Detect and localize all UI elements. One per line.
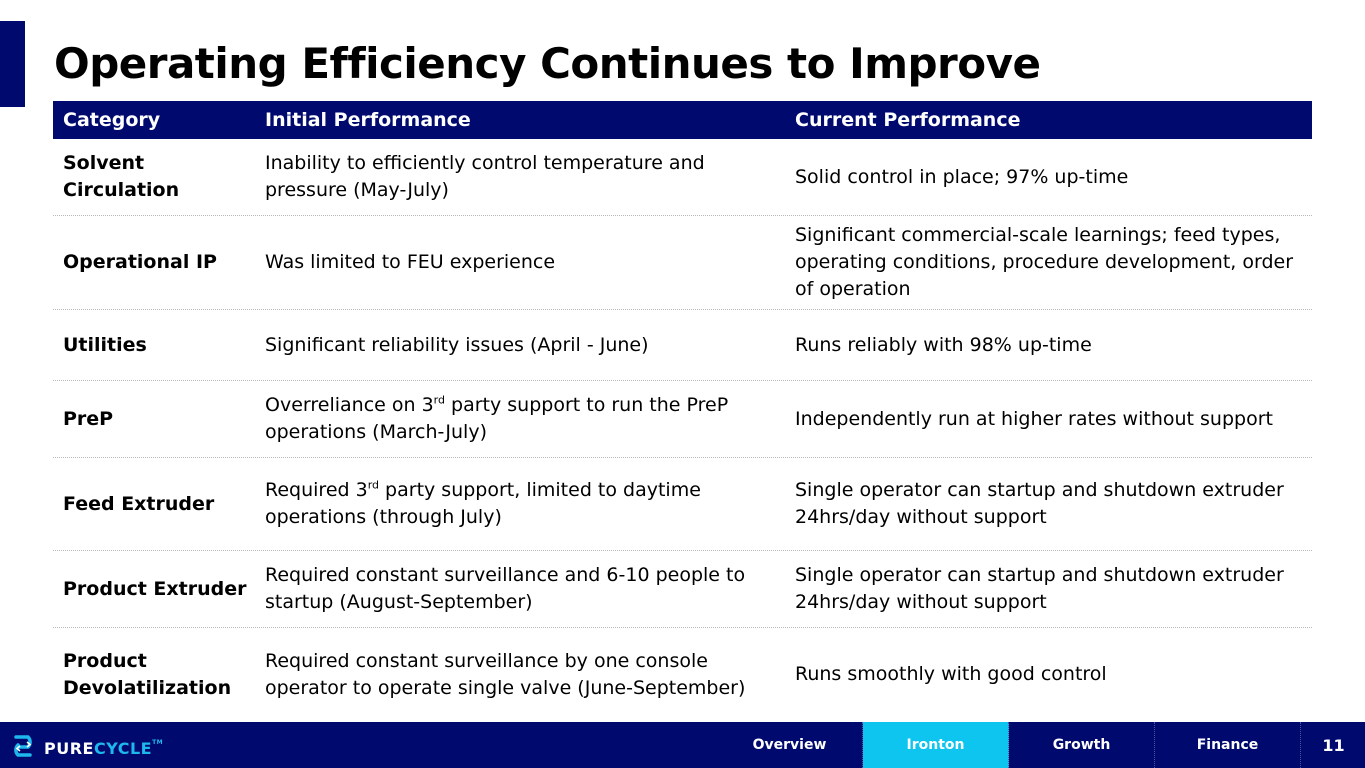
- page-number: 11: [1322, 735, 1345, 755]
- cell-initial-performance: Significant reliability issues (April - …: [255, 332, 785, 359]
- initial-text: Was limited to FEU experience: [265, 251, 556, 273]
- purecycle-logo-icon: [10, 734, 36, 762]
- header-current-performance: Current Performance: [795, 109, 1021, 131]
- ordinal-superscript: rd: [433, 393, 445, 407]
- footer-bar: PURECYCLETM Overview Ironton Growth Finance…: [0, 722, 1365, 768]
- cell-initial-performance: Required constant surveillance and 6-10 …: [255, 562, 785, 616]
- title-accent-bar: [0, 21, 25, 107]
- cell-initial-performance: Required constant surveillance by one co…: [255, 648, 785, 702]
- cell-category: Solvent Circulation: [63, 152, 180, 201]
- cell-current-performance: Independently run at higher rates withou…: [795, 407, 1273, 430]
- cell-current-performance: Solid control in place; 97% up-time: [795, 165, 1129, 188]
- performance-table: Category Initial Performance Current Per…: [53, 101, 1312, 721]
- header-initial-performance: Initial Performance: [265, 109, 471, 131]
- cell-category: Operational IP: [63, 251, 217, 273]
- cell-current-performance: Runs smoothly with good control: [795, 663, 1107, 685]
- nav-tab-ironton[interactable]: Ironton: [863, 722, 1009, 768]
- initial-text-continued: party support to run the PreP operations…: [265, 394, 729, 443]
- initial-text-continued: party support, limited to daytime operat…: [265, 479, 701, 528]
- table-row: Feed Extruder Required 3rd party support,…: [53, 458, 1312, 551]
- table-row: Solvent Circulation Inability to efficien…: [53, 139, 1312, 216]
- logo-text-cycle: CYCLE: [93, 738, 153, 758]
- cell-category: PreP: [63, 407, 114, 430]
- table-row: Utilities Significant reliability issues …: [53, 310, 1312, 381]
- cell-current-performance: Runs reliably with 98% up-time: [795, 333, 1092, 356]
- cell-category: Utilities: [63, 333, 147, 356]
- header-category: Category: [63, 109, 161, 131]
- cell-initial-performance: Overreliance on 3rd party support to run…: [255, 392, 785, 446]
- section-nav: Overview Ironton Growth Finance 11: [717, 722, 1365, 768]
- initial-text: Significant reliability issues (April - …: [265, 333, 649, 356]
- purecycle-logo: PURECYCLETM: [10, 734, 163, 762]
- table-body: Solvent Circulation Inability to efficien…: [53, 139, 1312, 721]
- initial-text: Overreliance on 3: [265, 394, 434, 416]
- table-row: Operational IP Was limited to FEU experie…: [53, 216, 1312, 310]
- cell-current-performance: Single operator can startup and shutdown…: [795, 479, 1284, 528]
- cell-category: Product Devolatilization: [63, 649, 232, 699]
- logo-trademark: TM: [152, 738, 164, 746]
- logo-wordmark: PURECYCLETM: [44, 739, 163, 758]
- ordinal-superscript: rd: [367, 478, 380, 492]
- cell-initial-performance: Was limited to FEU experience: [255, 249, 785, 276]
- initial-text: Required constant surveillance and 6-10 …: [265, 564, 746, 613]
- cell-current-performance: Significant commercial-scale learnings; …: [795, 224, 1294, 300]
- table-row: PreP Overreliance on 3rd party support to…: [53, 381, 1312, 458]
- table-header: Category Initial Performance Current Per…: [53, 101, 1312, 139]
- cell-current-performance: Single operator can startup and shutdown…: [795, 564, 1284, 613]
- table-row: Product Extruder Required constant survei…: [53, 551, 1312, 628]
- cell-category: Feed Extruder: [63, 492, 215, 515]
- nav-tab-finance[interactable]: Finance: [1155, 722, 1301, 768]
- initial-text: Required 3: [265, 479, 368, 501]
- table-row: Product Devolatilization Required constan…: [53, 628, 1312, 721]
- cell-category: Product Extruder: [63, 577, 247, 600]
- initial-text: Inability to efficiently control tempera…: [265, 152, 705, 201]
- cell-initial-performance: Required 3rd party support, limited to d…: [255, 477, 785, 531]
- logo-text-pure: PURE: [44, 738, 94, 758]
- cell-initial-performance: Inability to efficiently control tempera…: [255, 150, 785, 204]
- nav-tab-growth[interactable]: Growth: [1009, 722, 1155, 768]
- nav-tab-overview[interactable]: Overview: [717, 722, 863, 768]
- page-title: Operating Efficiency Continues to Improv…: [54, 39, 1041, 88]
- initial-text: Required constant surveillance by one co…: [265, 649, 746, 699]
